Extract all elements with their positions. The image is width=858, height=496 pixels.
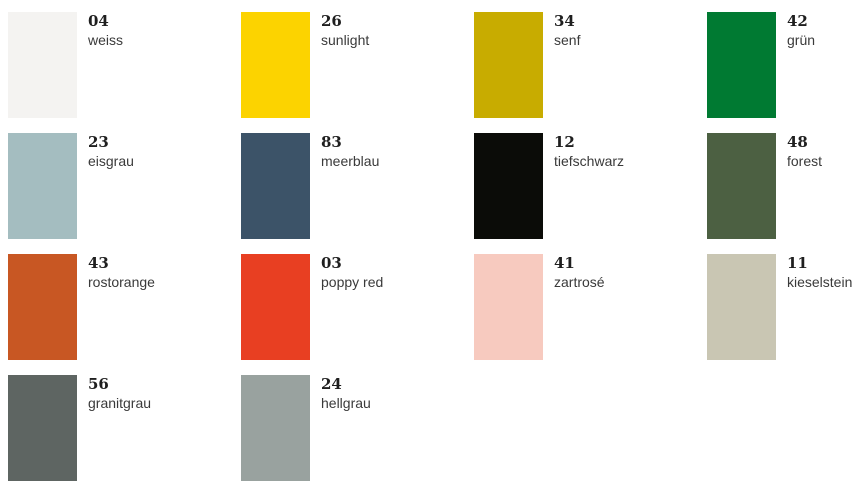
color-card-kieselstein[interactable]: 11 kieselstein xyxy=(707,254,858,375)
color-name: eisgrau xyxy=(88,153,134,169)
color-name: grün xyxy=(787,32,816,48)
color-info: 03 poppy red xyxy=(321,254,383,292)
color-code: 41 xyxy=(554,254,575,272)
color-code: 26 xyxy=(321,12,342,30)
color-card-tiefschwarz[interactable]: 12 tiefschwarz xyxy=(474,133,707,254)
color-name: granitgrau xyxy=(88,395,152,411)
color-info: 48 forest xyxy=(787,133,822,171)
color-info: 11 kieselstein xyxy=(787,254,852,292)
color-swatch[interactable] xyxy=(707,133,776,239)
color-swatch[interactable] xyxy=(474,12,543,118)
color-info: 43 rostorange xyxy=(88,254,155,292)
color-swatch[interactable] xyxy=(474,254,543,360)
color-code: 24 xyxy=(321,375,342,393)
color-code: 34 xyxy=(554,12,575,30)
color-card-zartrose[interactable]: 41 zartrosé xyxy=(474,254,707,375)
color-info: 12 tiefschwarz xyxy=(554,133,624,171)
color-code: 48 xyxy=(787,133,808,151)
color-swatch[interactable] xyxy=(241,375,310,481)
color-card-gruen[interactable]: 42 grün xyxy=(707,12,858,133)
color-card-hellgrau[interactable]: 24 hellgrau xyxy=(241,375,474,496)
color-name: meerblau xyxy=(321,153,380,169)
color-name: sunlight xyxy=(321,32,370,48)
color-info: 23 eisgrau xyxy=(88,133,134,171)
color-card-weiss[interactable]: 04 weiss xyxy=(8,12,241,133)
color-swatch[interactable] xyxy=(707,254,776,360)
color-code: 04 xyxy=(88,12,109,30)
color-card-senf[interactable]: 34 senf xyxy=(474,12,707,133)
color-name: senf xyxy=(554,32,581,48)
color-name: kieselstein xyxy=(787,274,853,290)
color-code: 42 xyxy=(787,12,808,30)
color-code: 83 xyxy=(321,133,342,151)
color-info: 04 weiss xyxy=(88,12,123,50)
color-code: 23 xyxy=(88,133,109,151)
color-name: rostorange xyxy=(88,274,155,290)
color-swatch[interactable] xyxy=(8,254,77,360)
color-info: 41 zartrosé xyxy=(554,254,605,292)
color-info: 26 sunlight xyxy=(321,12,369,50)
color-card-poppy-red[interactable]: 03 poppy red xyxy=(241,254,474,375)
color-code: 03 xyxy=(321,254,342,272)
color-info: 83 meerblau xyxy=(321,133,379,171)
color-swatch-grid: 04 weiss 26 sunlight 34 senf 42 grün 23 … xyxy=(8,12,858,496)
color-card-sunlight[interactable]: 26 sunlight xyxy=(241,12,474,133)
color-info: 56 granitgrau xyxy=(88,375,151,413)
color-code: 11 xyxy=(787,254,808,272)
color-name: zartrosé xyxy=(554,274,605,290)
color-name: tiefschwarz xyxy=(554,153,625,169)
color-card-eisgrau[interactable]: 23 eisgrau xyxy=(8,133,241,254)
color-name: weiss xyxy=(88,32,124,48)
color-card-rostorange[interactable]: 43 rostorange xyxy=(8,254,241,375)
color-card-forest[interactable]: 48 forest xyxy=(707,133,858,254)
color-swatch[interactable] xyxy=(241,254,310,360)
color-code: 56 xyxy=(88,375,109,393)
color-info: 24 hellgrau xyxy=(321,375,371,413)
color-name: poppy red xyxy=(321,274,384,290)
color-card-granitgrau[interactable]: 56 granitgrau xyxy=(8,375,241,496)
color-swatch[interactable] xyxy=(8,12,77,118)
color-info: 34 senf xyxy=(554,12,580,50)
color-swatch[interactable] xyxy=(8,375,77,481)
color-name: hellgrau xyxy=(321,395,371,411)
color-swatch[interactable] xyxy=(8,133,77,239)
color-swatch[interactable] xyxy=(241,12,310,118)
color-swatch[interactable] xyxy=(474,133,543,239)
color-code: 43 xyxy=(88,254,109,272)
color-name: forest xyxy=(787,153,823,169)
color-card-meerblau[interactable]: 83 meerblau xyxy=(241,133,474,254)
color-swatch[interactable] xyxy=(707,12,776,118)
color-info: 42 grün xyxy=(787,12,815,50)
color-swatch[interactable] xyxy=(241,133,310,239)
color-code: 12 xyxy=(554,133,575,151)
